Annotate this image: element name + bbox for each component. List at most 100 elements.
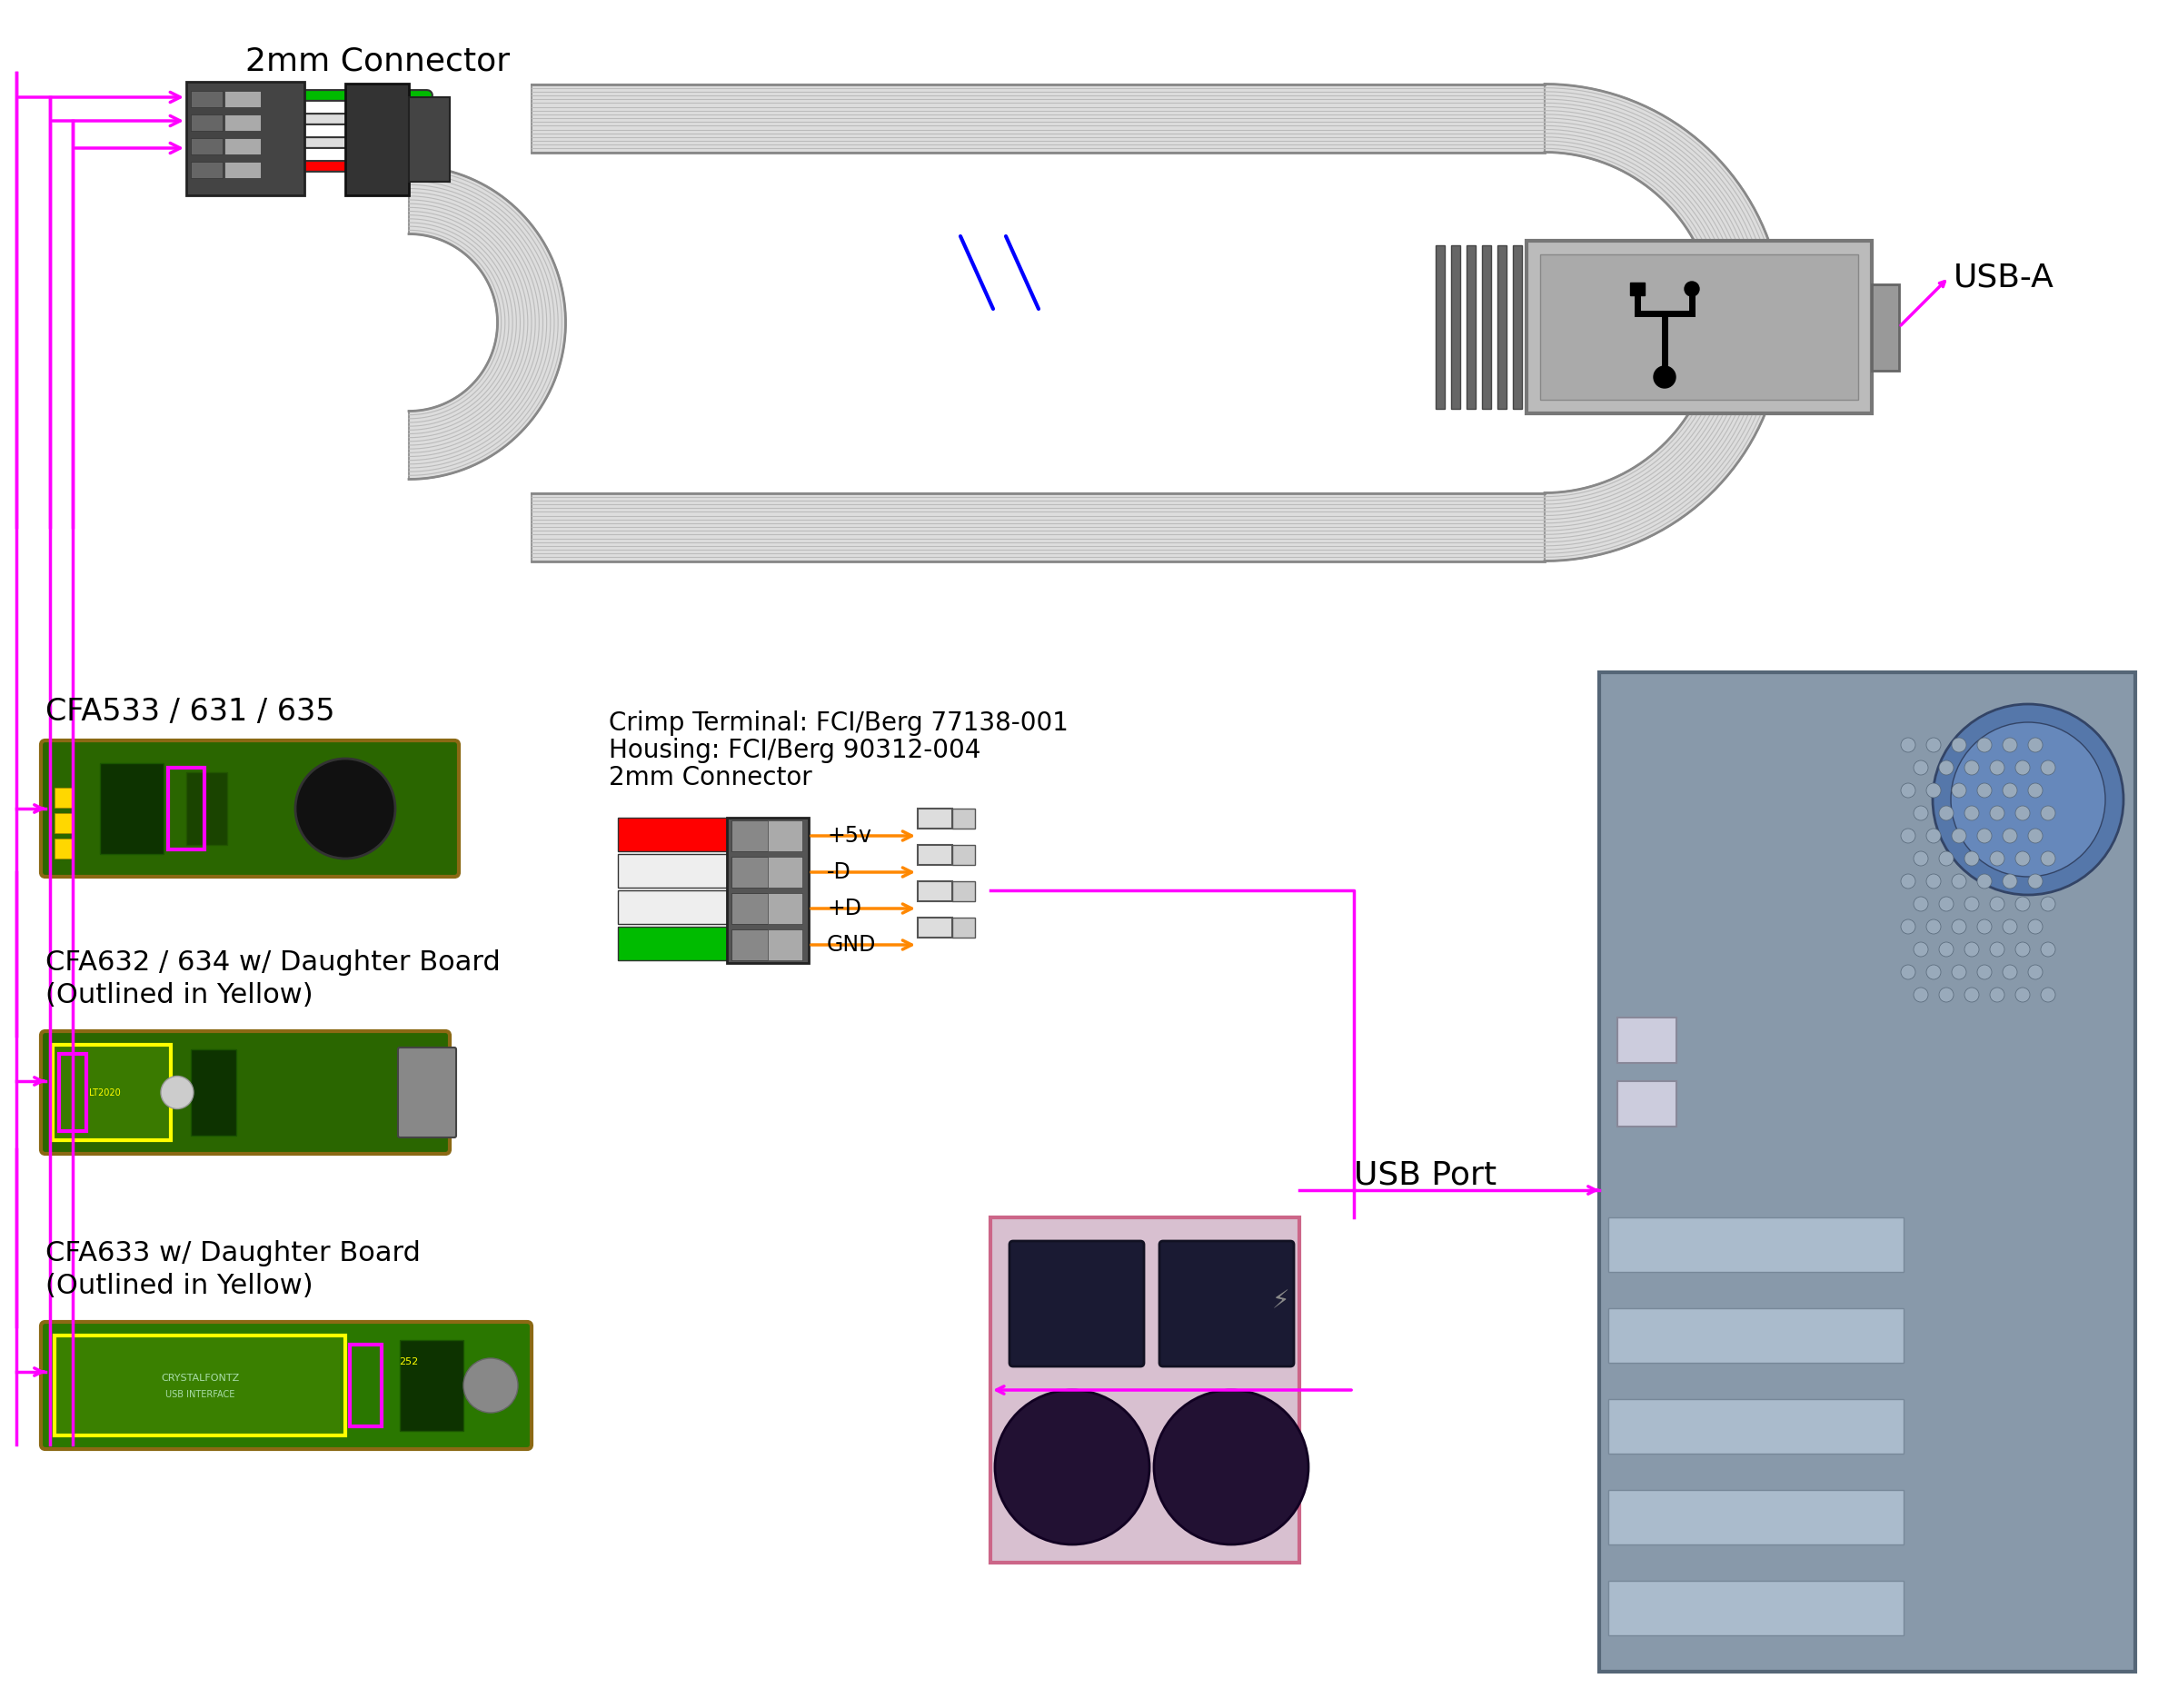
Bar [991, 1218, 1299, 1563]
Bar [54, 813, 74, 834]
Bar [767, 929, 802, 960]
Text: Housing: FCI/Berg 90312-004: Housing: FCI/Berg 90312-004 [609, 738, 980, 763]
Circle shape [1901, 965, 1914, 979]
Bar [1450, 246, 1461, 408]
Circle shape [1927, 828, 1940, 844]
Bar [917, 881, 952, 902]
Bar [191, 91, 223, 108]
Circle shape [1990, 760, 2005, 775]
Bar [1600, 673, 2135, 1672]
Circle shape [1990, 943, 2005, 956]
Bar [952, 808, 976, 828]
Bar [191, 114, 223, 132]
Circle shape [995, 1390, 1149, 1544]
Text: USB Port: USB Port [1353, 1160, 1496, 1190]
Bar [1466, 246, 1476, 408]
Circle shape [464, 1358, 518, 1413]
Bar [52, 1045, 171, 1141]
Bar [225, 114, 260, 132]
Bar [1617, 1081, 1676, 1127]
Circle shape [1964, 897, 1979, 912]
Text: 2mm Connector: 2mm Connector [609, 765, 813, 791]
Circle shape [2027, 965, 2042, 979]
Circle shape [1927, 874, 1940, 888]
Bar [54, 1336, 345, 1435]
Circle shape [1964, 943, 1979, 956]
Circle shape [2003, 828, 2016, 844]
Circle shape [1914, 897, 1927, 912]
Text: -D: -D [826, 861, 852, 883]
Circle shape [2003, 738, 2016, 752]
Circle shape [2003, 874, 2016, 888]
Circle shape [1951, 828, 1966, 844]
Bar [169, 767, 204, 849]
Text: +5v: +5v [826, 825, 872, 847]
Circle shape [1938, 760, 1953, 775]
Circle shape [1901, 874, 1914, 888]
Text: USB INTERFACE: USB INTERFACE [165, 1390, 234, 1399]
Bar [1871, 284, 1899, 371]
Circle shape [2003, 965, 2016, 979]
Circle shape [2040, 987, 2055, 1003]
Circle shape [1990, 806, 2005, 820]
Circle shape [1938, 806, 1953, 820]
Text: +D: +D [826, 898, 861, 919]
Bar [767, 857, 802, 888]
Circle shape [1914, 760, 1927, 775]
Circle shape [1938, 851, 1953, 866]
Bar [618, 890, 726, 924]
Circle shape [2040, 851, 2055, 866]
Bar [1435, 246, 1444, 408]
Circle shape [2027, 828, 2042, 844]
Text: USB-A: USB-A [1953, 261, 2055, 292]
Circle shape [1951, 738, 1966, 752]
Text: CRYSTALFONTZ: CRYSTALFONTZ [160, 1373, 238, 1383]
Circle shape [1977, 828, 1992, 844]
Circle shape [1951, 965, 1966, 979]
Bar [54, 787, 74, 808]
Circle shape [1914, 851, 1927, 866]
Bar [952, 845, 976, 864]
Bar [767, 893, 802, 924]
Bar [618, 818, 726, 851]
Bar [1630, 282, 1646, 295]
Circle shape [2040, 760, 2055, 775]
Circle shape [2027, 874, 2042, 888]
Bar [618, 927, 726, 960]
Bar [186, 82, 304, 195]
Circle shape [1938, 897, 1953, 912]
Text: 252: 252 [399, 1358, 418, 1366]
Circle shape [2016, 806, 2029, 820]
Circle shape [1977, 874, 1992, 888]
Circle shape [1990, 851, 2005, 866]
Text: CFA632 / 634 w/ Daughter Board
(Outlined in Yellow): CFA632 / 634 w/ Daughter Board (Outlined… [46, 950, 501, 1008]
Circle shape [1685, 282, 1700, 295]
Bar [100, 763, 163, 854]
Circle shape [1901, 784, 1914, 798]
Bar [191, 138, 223, 154]
Circle shape [1990, 897, 2005, 912]
Circle shape [1990, 987, 2005, 1003]
Bar [1609, 1399, 1904, 1454]
Circle shape [160, 1076, 193, 1108]
Circle shape [1964, 851, 1979, 866]
Text: CFA633 w/ Daughter Board
(Outlined in Yellow): CFA633 w/ Daughter Board (Outlined in Ye… [46, 1240, 421, 1300]
Bar [1513, 246, 1522, 408]
Polygon shape [531, 494, 1544, 560]
Bar [767, 820, 802, 851]
Bar [225, 138, 260, 154]
Circle shape [1938, 987, 1953, 1003]
Circle shape [2003, 784, 2016, 798]
Bar [1498, 246, 1507, 408]
Circle shape [1654, 366, 1676, 388]
Bar [1609, 1308, 1904, 1363]
Bar [191, 162, 223, 178]
Bar [59, 1054, 87, 1131]
Bar [345, 84, 410, 195]
Bar [399, 1341, 464, 1431]
Bar [410, 97, 449, 181]
Circle shape [1901, 919, 1914, 934]
FancyBboxPatch shape [41, 1322, 531, 1448]
Circle shape [1914, 806, 1927, 820]
Circle shape [2016, 897, 2029, 912]
